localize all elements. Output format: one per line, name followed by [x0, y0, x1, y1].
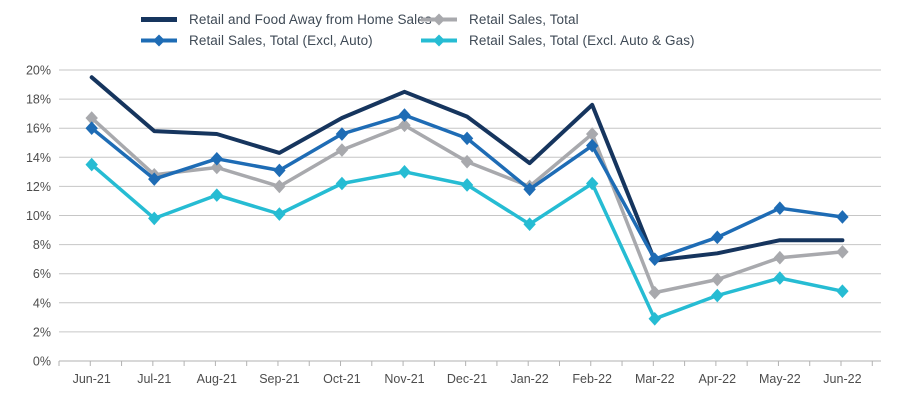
chart-legend: Retail and Food Away from Home Sales Reta…	[0, 0, 900, 58]
data-point-marker	[711, 288, 724, 303]
data-point-marker	[210, 160, 224, 175]
x-tick-label: Dec-21	[447, 372, 487, 386]
x-tick-label: Oct-21	[323, 372, 361, 386]
data-point-marker	[648, 285, 661, 300]
data-point-marker	[273, 207, 286, 221]
data-point-marker	[85, 157, 98, 172]
data-point-marker	[398, 118, 411, 133]
data-point-marker	[585, 127, 599, 141]
data-point-marker	[460, 131, 474, 146]
x-tick-label: Sep-21	[259, 372, 299, 386]
y-tick-label: 0%	[33, 355, 51, 369]
y-tick-label: 14%	[26, 151, 51, 165]
x-tick-label: Nov-21	[384, 372, 424, 386]
legend-label: Retail and Food Away from Home Sales	[189, 11, 432, 27]
x-tick-label: Apr-22	[699, 372, 737, 386]
legend-diamond-icon	[153, 34, 165, 46]
y-tick-label: 20%	[26, 64, 51, 78]
x-tick-label: Mar-22	[635, 372, 675, 386]
legend-item: Retail Sales, Total (Excl, Auto)	[140, 32, 373, 48]
y-tick-label: 2%	[33, 325, 51, 339]
y-tick-label: 18%	[26, 93, 51, 107]
data-point-marker	[523, 217, 536, 232]
x-tick-label: May-22	[759, 372, 801, 386]
legend-line-marker-icon	[141, 34, 177, 46]
data-point-marker	[836, 284, 849, 298]
y-tick-label: 4%	[33, 296, 51, 310]
legend-item: Retail and Food Away from Home Sales	[140, 11, 432, 27]
y-tick-label: 10%	[26, 209, 51, 223]
data-point-marker	[335, 127, 349, 141]
data-point-marker	[648, 312, 661, 326]
data-point-marker	[210, 151, 224, 166]
legend-label: Retail Sales, Total (Excl, Auto)	[189, 32, 373, 48]
legend-diamond-icon	[433, 34, 445, 46]
data-point-marker	[836, 210, 849, 224]
data-point-marker	[773, 250, 787, 265]
series-line-0	[89, 75, 845, 263]
y-tick-label: 6%	[33, 267, 51, 281]
y-tick-label: 8%	[33, 238, 51, 252]
legend-item: Retail Sales, Total (Excl. Auto & Gas)	[420, 32, 695, 48]
data-point-marker	[148, 172, 161, 186]
legend-label: Retail Sales, Total	[469, 11, 579, 27]
data-point-marker	[85, 111, 98, 125]
legend-label: Retail Sales, Total (Excl. Auto & Gas)	[469, 32, 695, 48]
data-point-marker	[836, 245, 849, 259]
x-tick-label: Feb-22	[572, 372, 612, 386]
data-point-marker	[210, 188, 224, 202]
x-tick-label: Jul-21	[137, 372, 171, 386]
data-point-marker	[273, 163, 286, 178]
data-point-marker	[273, 179, 286, 194]
legend-diamond-icon	[433, 13, 445, 25]
data-point-marker	[711, 272, 724, 287]
data-point-marker	[523, 182, 536, 197]
x-tick-label: Jan-22	[511, 372, 549, 386]
y-tick-label: 12%	[26, 180, 51, 194]
data-point-marker	[85, 121, 98, 135]
y-tick-label: 16%	[26, 122, 51, 136]
data-point-marker	[398, 108, 411, 122]
data-point-marker	[773, 201, 787, 216]
data-point-marker	[648, 252, 661, 266]
x-tick-label: Jun-21	[73, 372, 111, 386]
x-tick-label: Jun-22	[823, 372, 861, 386]
data-point-marker	[585, 176, 599, 191]
legend-line-marker-icon	[141, 16, 177, 22]
data-point-marker	[460, 154, 474, 169]
data-point-marker	[398, 165, 411, 179]
data-point-marker	[711, 230, 724, 245]
data-point-marker	[335, 176, 349, 191]
data-point-marker	[460, 178, 474, 192]
legend-line-marker-icon	[421, 13, 457, 25]
data-point-marker	[773, 271, 787, 285]
legend-line-marker-icon	[421, 34, 457, 46]
data-point-marker	[335, 143, 349, 157]
data-point-marker	[585, 138, 599, 153]
x-tick-label: Aug-21	[197, 372, 237, 386]
data-point-marker	[148, 211, 161, 226]
legend-item: Retail Sales, Total	[420, 11, 579, 27]
